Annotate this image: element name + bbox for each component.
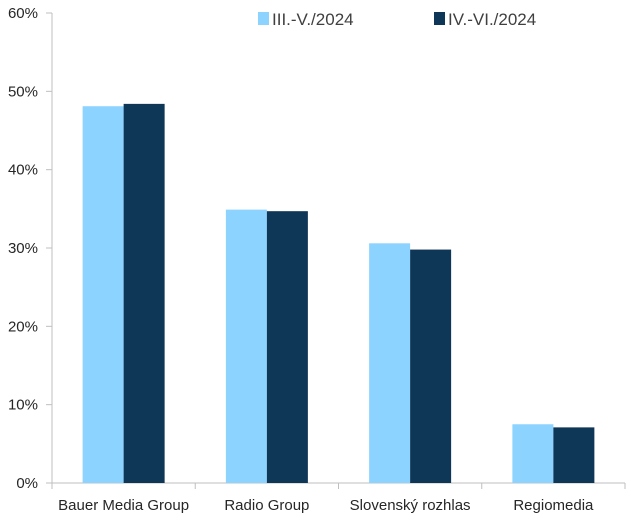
x-category-label: Slovenský rozhlas xyxy=(350,497,471,514)
legend-label: III.-V./2024 xyxy=(272,10,354,29)
x-category-label: Radio Group xyxy=(224,497,309,514)
y-tick-label: 30% xyxy=(8,240,38,257)
legend-swatch xyxy=(258,12,269,25)
bar-series-1 xyxy=(512,424,554,483)
legend: III.-V./2024 IV.-VI./2024 xyxy=(258,10,536,29)
y-tick-label: 10% xyxy=(8,397,38,414)
bar-series-2 xyxy=(123,103,165,483)
y-tick-label: 0% xyxy=(16,475,38,492)
y-tick-label: 50% xyxy=(8,83,38,100)
bars xyxy=(82,103,595,483)
bar-series-1 xyxy=(225,209,267,483)
x-axis: Bauer Media Group Radio Group Slovenský ro… xyxy=(51,482,626,514)
bar-series-2 xyxy=(553,427,595,483)
bar-series-2 xyxy=(410,249,452,483)
bar-series-1 xyxy=(369,243,411,483)
y-tick-label: 40% xyxy=(8,162,38,179)
legend-label: IV.-VI./2024 xyxy=(448,10,536,29)
bar-series-1 xyxy=(82,106,124,483)
y-tick-label: 60% xyxy=(8,5,38,22)
legend-swatch xyxy=(434,12,445,25)
y-axis: 0% 10% 20% 30% 40% 50% 60% xyxy=(8,5,53,492)
y-tick-label: 20% xyxy=(8,318,38,335)
x-category-label: Regiomedia xyxy=(513,497,594,514)
x-category-label: Bauer Media Group xyxy=(58,497,189,514)
bar-series-2 xyxy=(266,211,308,483)
